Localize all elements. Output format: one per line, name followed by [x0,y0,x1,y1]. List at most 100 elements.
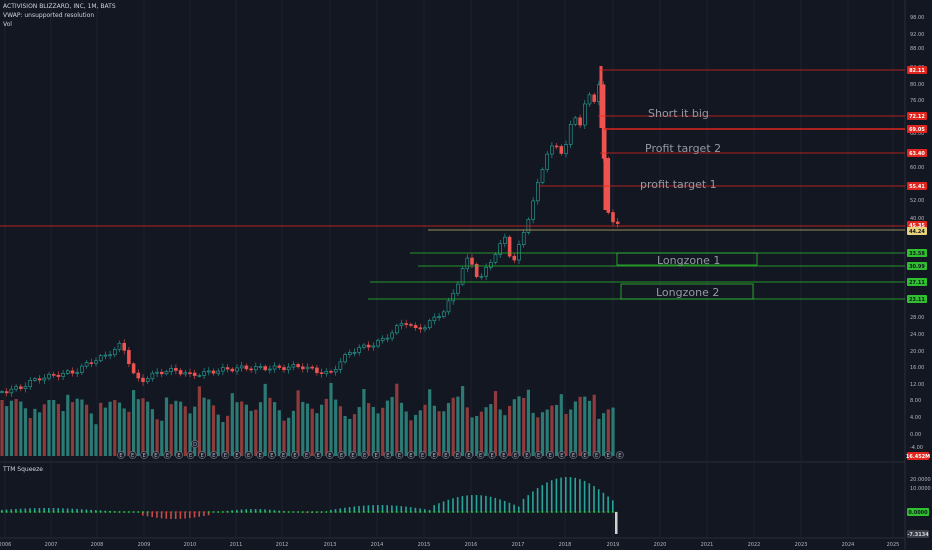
squeeze-bar [367,505,370,512]
candle-body [352,352,357,354]
earnings-marker-label: E [259,453,262,459]
volume-bar [451,397,455,456]
x-tick-label: 2010 [184,542,197,548]
longzone-1-box [616,252,758,266]
squeeze-dot [269,511,271,513]
earnings-marker [337,451,346,459]
earnings-marker-label: E [270,453,273,459]
squeeze-bar [151,512,153,518]
squeeze-bar [334,509,337,512]
volume-bar [578,396,582,456]
price-tag-label: 55.41 [909,184,925,190]
squeeze-bar [615,512,618,534]
squeeze-dot [386,511,389,513]
candle-body [409,324,413,326]
volume-bar [540,412,545,456]
squeeze-dot [466,511,469,513]
candle-body [211,370,216,374]
candle-body [338,361,343,370]
squeeze-dot [522,511,525,513]
y-tick-label: 80.00 [910,82,924,88]
earnings-markers [117,451,624,459]
squeeze-dot [579,511,581,513]
volume-bar [117,402,122,456]
squeeze-bar [536,488,539,512]
squeeze-bar [593,486,595,512]
volume-bar [249,410,253,456]
candle-body [587,94,592,105]
candle-body [535,182,540,202]
squeeze-bar [527,495,529,512]
candle-body [545,153,550,170]
squeeze-dot [90,511,93,513]
squeeze-dot [146,511,149,513]
volume-bar [404,411,408,456]
squeeze-dot [203,511,206,513]
x-tick-label: 2020 [654,542,667,548]
candle-body [592,94,597,102]
x-tick-label: 2008 [91,542,104,548]
candle-body [404,323,409,325]
candle-body [517,244,521,261]
candle-body [582,103,587,126]
candle-body [474,264,479,277]
earnings-marker [534,451,543,459]
squeeze-bar [466,495,468,512]
squeeze-dot [536,511,539,513]
candle-body [385,337,390,340]
earnings-marker-label: E [549,453,552,459]
candle-body [366,344,371,348]
volume-bar [437,411,441,456]
squeeze-dot [287,511,290,513]
candle-body [550,145,554,155]
candle-body [603,128,607,210]
volume-bar [103,407,107,456]
squeeze-bar [597,489,600,512]
squeeze-dot [236,511,238,513]
squeeze-bar [95,510,97,512]
volume-bar [522,397,526,456]
earnings-marker-label: E [479,453,482,459]
earnings-marker-label: E [398,453,401,459]
volume-bar [197,386,201,456]
volume-bar [89,413,93,456]
squeeze-dot [316,511,318,513]
squeeze-dot [353,511,356,513]
candle-body [300,366,305,370]
candle-body [61,373,65,377]
x-tick-label: 2009 [138,542,151,548]
squeeze-dot [494,511,497,513]
squeeze-dot [283,511,285,513]
earnings-marker [604,451,613,459]
squeeze-dot [574,511,577,513]
volume-bar [5,406,9,456]
volume-bar [85,404,89,456]
volume-bar [235,402,239,456]
earnings-marker-label: E [607,453,610,459]
price-tag-label: 30.99 [909,264,925,270]
earnings-marker [291,451,299,459]
volume-bar [254,409,258,456]
squeeze-bar [438,503,440,512]
volume-bar [221,422,225,456]
earnings-marker [372,451,381,459]
volume-bar [132,390,136,456]
squeeze-tag-label: -7.3134 [907,532,929,538]
volume-bar [9,400,13,456]
squeeze-dot [71,511,74,513]
candle-body [554,145,559,148]
earnings-marker [569,451,578,459]
candle-body [315,367,319,373]
squeeze-bar [29,508,31,512]
squeeze-dot [123,511,126,513]
candle-body [113,349,117,356]
price-tag [907,125,927,133]
squeeze-bar [583,480,586,512]
candle-body [150,372,155,380]
squeeze-dot [452,511,455,513]
earnings-marker-label: E [409,453,412,459]
candle-body [4,391,9,394]
volume-bar [291,410,295,456]
volume-bar [531,412,535,456]
